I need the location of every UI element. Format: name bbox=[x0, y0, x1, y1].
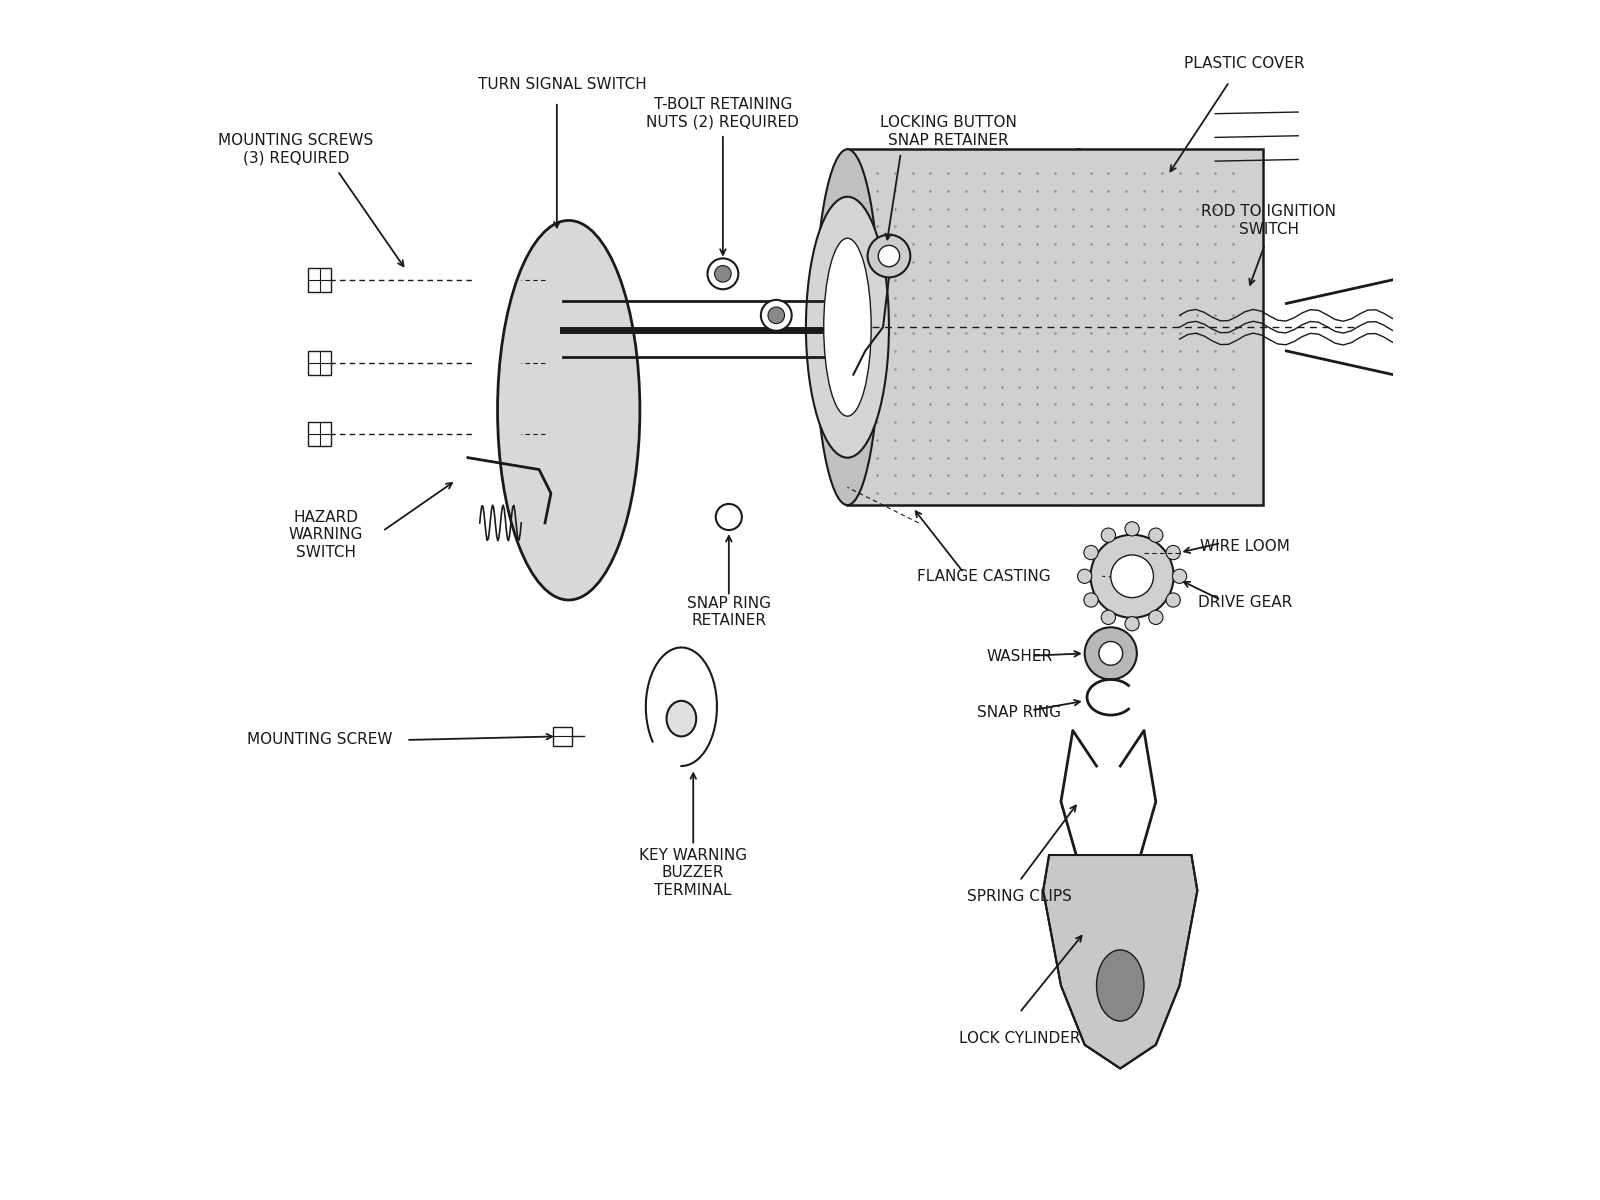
Ellipse shape bbox=[814, 149, 880, 505]
Text: WASHER: WASHER bbox=[986, 649, 1053, 665]
Text: TURN SIGNAL SWITCH: TURN SIGNAL SWITCH bbox=[478, 77, 646, 91]
Circle shape bbox=[867, 235, 910, 277]
Circle shape bbox=[1101, 528, 1115, 542]
Circle shape bbox=[878, 245, 899, 266]
Ellipse shape bbox=[830, 221, 866, 434]
Circle shape bbox=[762, 300, 792, 331]
Circle shape bbox=[1166, 593, 1181, 607]
Bar bbox=[554, 727, 573, 746]
Circle shape bbox=[546, 362, 592, 410]
Circle shape bbox=[1091, 535, 1174, 618]
Circle shape bbox=[1110, 554, 1154, 598]
Text: SNAP RING
RETAINER: SNAP RING RETAINER bbox=[686, 595, 771, 628]
Circle shape bbox=[1149, 528, 1163, 542]
Circle shape bbox=[1149, 611, 1163, 624]
Circle shape bbox=[1125, 522, 1139, 536]
Circle shape bbox=[1085, 628, 1138, 679]
Text: PLASTIC COVER: PLASTIC COVER bbox=[1184, 56, 1306, 71]
Circle shape bbox=[539, 286, 598, 344]
Circle shape bbox=[715, 265, 731, 282]
Bar bbox=[307, 422, 331, 446]
Text: ROD TO IGNITION
SWITCH: ROD TO IGNITION SWITCH bbox=[1202, 204, 1336, 236]
Text: LOCKING BUTTON
SNAP RETAINER: LOCKING BUTTON SNAP RETAINER bbox=[880, 115, 1016, 148]
Text: MOUNTING SCREWS
(3) REQUIRED: MOUNTING SCREWS (3) REQUIRED bbox=[218, 133, 373, 166]
Ellipse shape bbox=[1096, 950, 1144, 1021]
Ellipse shape bbox=[715, 504, 742, 530]
Text: SNAP RING: SNAP RING bbox=[978, 706, 1061, 720]
Circle shape bbox=[1125, 617, 1139, 631]
Text: MOUNTING SCREW: MOUNTING SCREW bbox=[246, 732, 392, 748]
Text: FLANGE CASTING: FLANGE CASTING bbox=[917, 569, 1051, 583]
Ellipse shape bbox=[667, 701, 696, 737]
Text: T-BOLT RETAINING
NUTS (2) REQUIRED: T-BOLT RETAINING NUTS (2) REQUIRED bbox=[646, 97, 800, 130]
Polygon shape bbox=[1043, 856, 1197, 1068]
Ellipse shape bbox=[824, 239, 870, 416]
Circle shape bbox=[707, 258, 738, 289]
Text: DRIVE GEAR: DRIVE GEAR bbox=[1198, 595, 1291, 610]
Ellipse shape bbox=[1046, 149, 1112, 505]
Circle shape bbox=[1099, 642, 1123, 665]
Circle shape bbox=[1173, 569, 1187, 583]
Circle shape bbox=[768, 307, 784, 324]
Text: WIRE LOOM: WIRE LOOM bbox=[1200, 539, 1290, 554]
Text: LOCK CYLINDER: LOCK CYLINDER bbox=[958, 1031, 1080, 1046]
Bar bbox=[848, 149, 1262, 505]
Circle shape bbox=[1077, 569, 1091, 583]
Text: SPRING CLIPS: SPRING CLIPS bbox=[966, 889, 1072, 904]
Circle shape bbox=[1101, 611, 1115, 624]
Ellipse shape bbox=[806, 197, 890, 457]
Circle shape bbox=[547, 460, 590, 503]
Ellipse shape bbox=[498, 221, 640, 600]
Text: HAZARD
WARNING
SWITCH: HAZARD WARNING SWITCH bbox=[288, 510, 363, 559]
Circle shape bbox=[1083, 546, 1098, 559]
Text: KEY WARNING
BUZZER
TERMINAL: KEY WARNING BUZZER TERMINAL bbox=[638, 848, 747, 898]
Bar bbox=[307, 350, 331, 374]
Bar bbox=[307, 268, 331, 292]
Circle shape bbox=[1083, 593, 1098, 607]
Circle shape bbox=[1166, 546, 1181, 559]
